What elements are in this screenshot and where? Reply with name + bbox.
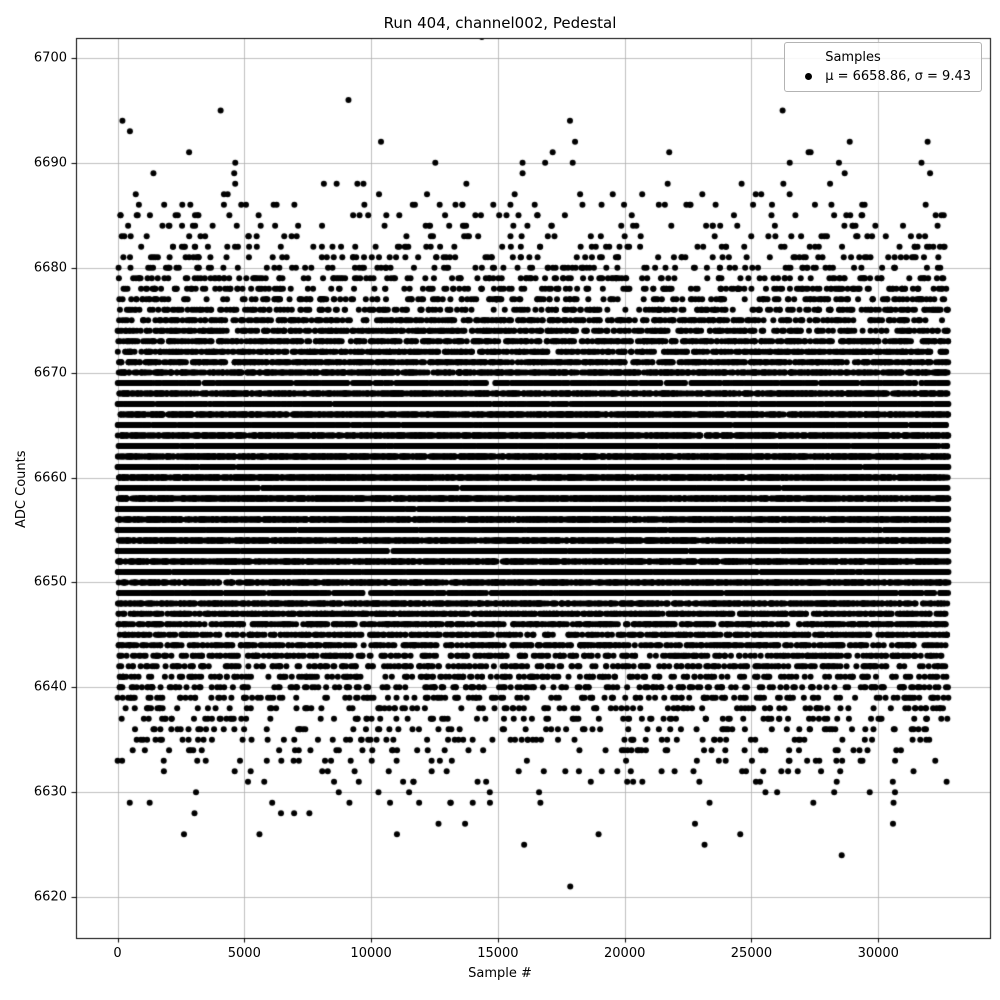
legend-entry-stats: μ = 6658.86, σ = 9.43 [791, 67, 971, 86]
x-tick-label: 30000 [857, 946, 899, 961]
y-tick-label: 6640 [33, 679, 67, 695]
y-tick-label: 6650 [33, 574, 67, 590]
legend-stats-label: μ = 6658.86, σ = 9.43 [825, 69, 971, 84]
x-tick-label: 15000 [477, 946, 519, 961]
y-tick-label: 6700 [33, 50, 67, 66]
x-tick-label: 25000 [730, 946, 773, 961]
legend-series-label: Samples [825, 50, 881, 65]
scatter-marker-icon [804, 73, 812, 80]
x-tick-label: 0 [113, 946, 122, 961]
legend-marker-dot [791, 73, 825, 80]
y-tick-label: 6630 [33, 784, 67, 800]
x-tick-label: 5000 [227, 946, 261, 961]
x-tick-label: 10000 [350, 946, 392, 961]
y-tick-label: 6620 [33, 889, 67, 905]
legend: Samples μ = 6658.86, σ = 9.43 [784, 42, 982, 92]
x-tick-label: 20000 [604, 946, 646, 961]
y-tick-label: 6680 [33, 260, 67, 276]
y-tick-label: 6660 [33, 470, 67, 485]
legend-entry-samples: Samples [791, 48, 971, 67]
y-tick-label: 6670 [33, 365, 67, 381]
chart-title: Run 404, channel002, Pedestal [383, 14, 617, 32]
x-axis-label: Sample # [468, 966, 532, 981]
y-tick-label: 6690 [33, 155, 67, 171]
